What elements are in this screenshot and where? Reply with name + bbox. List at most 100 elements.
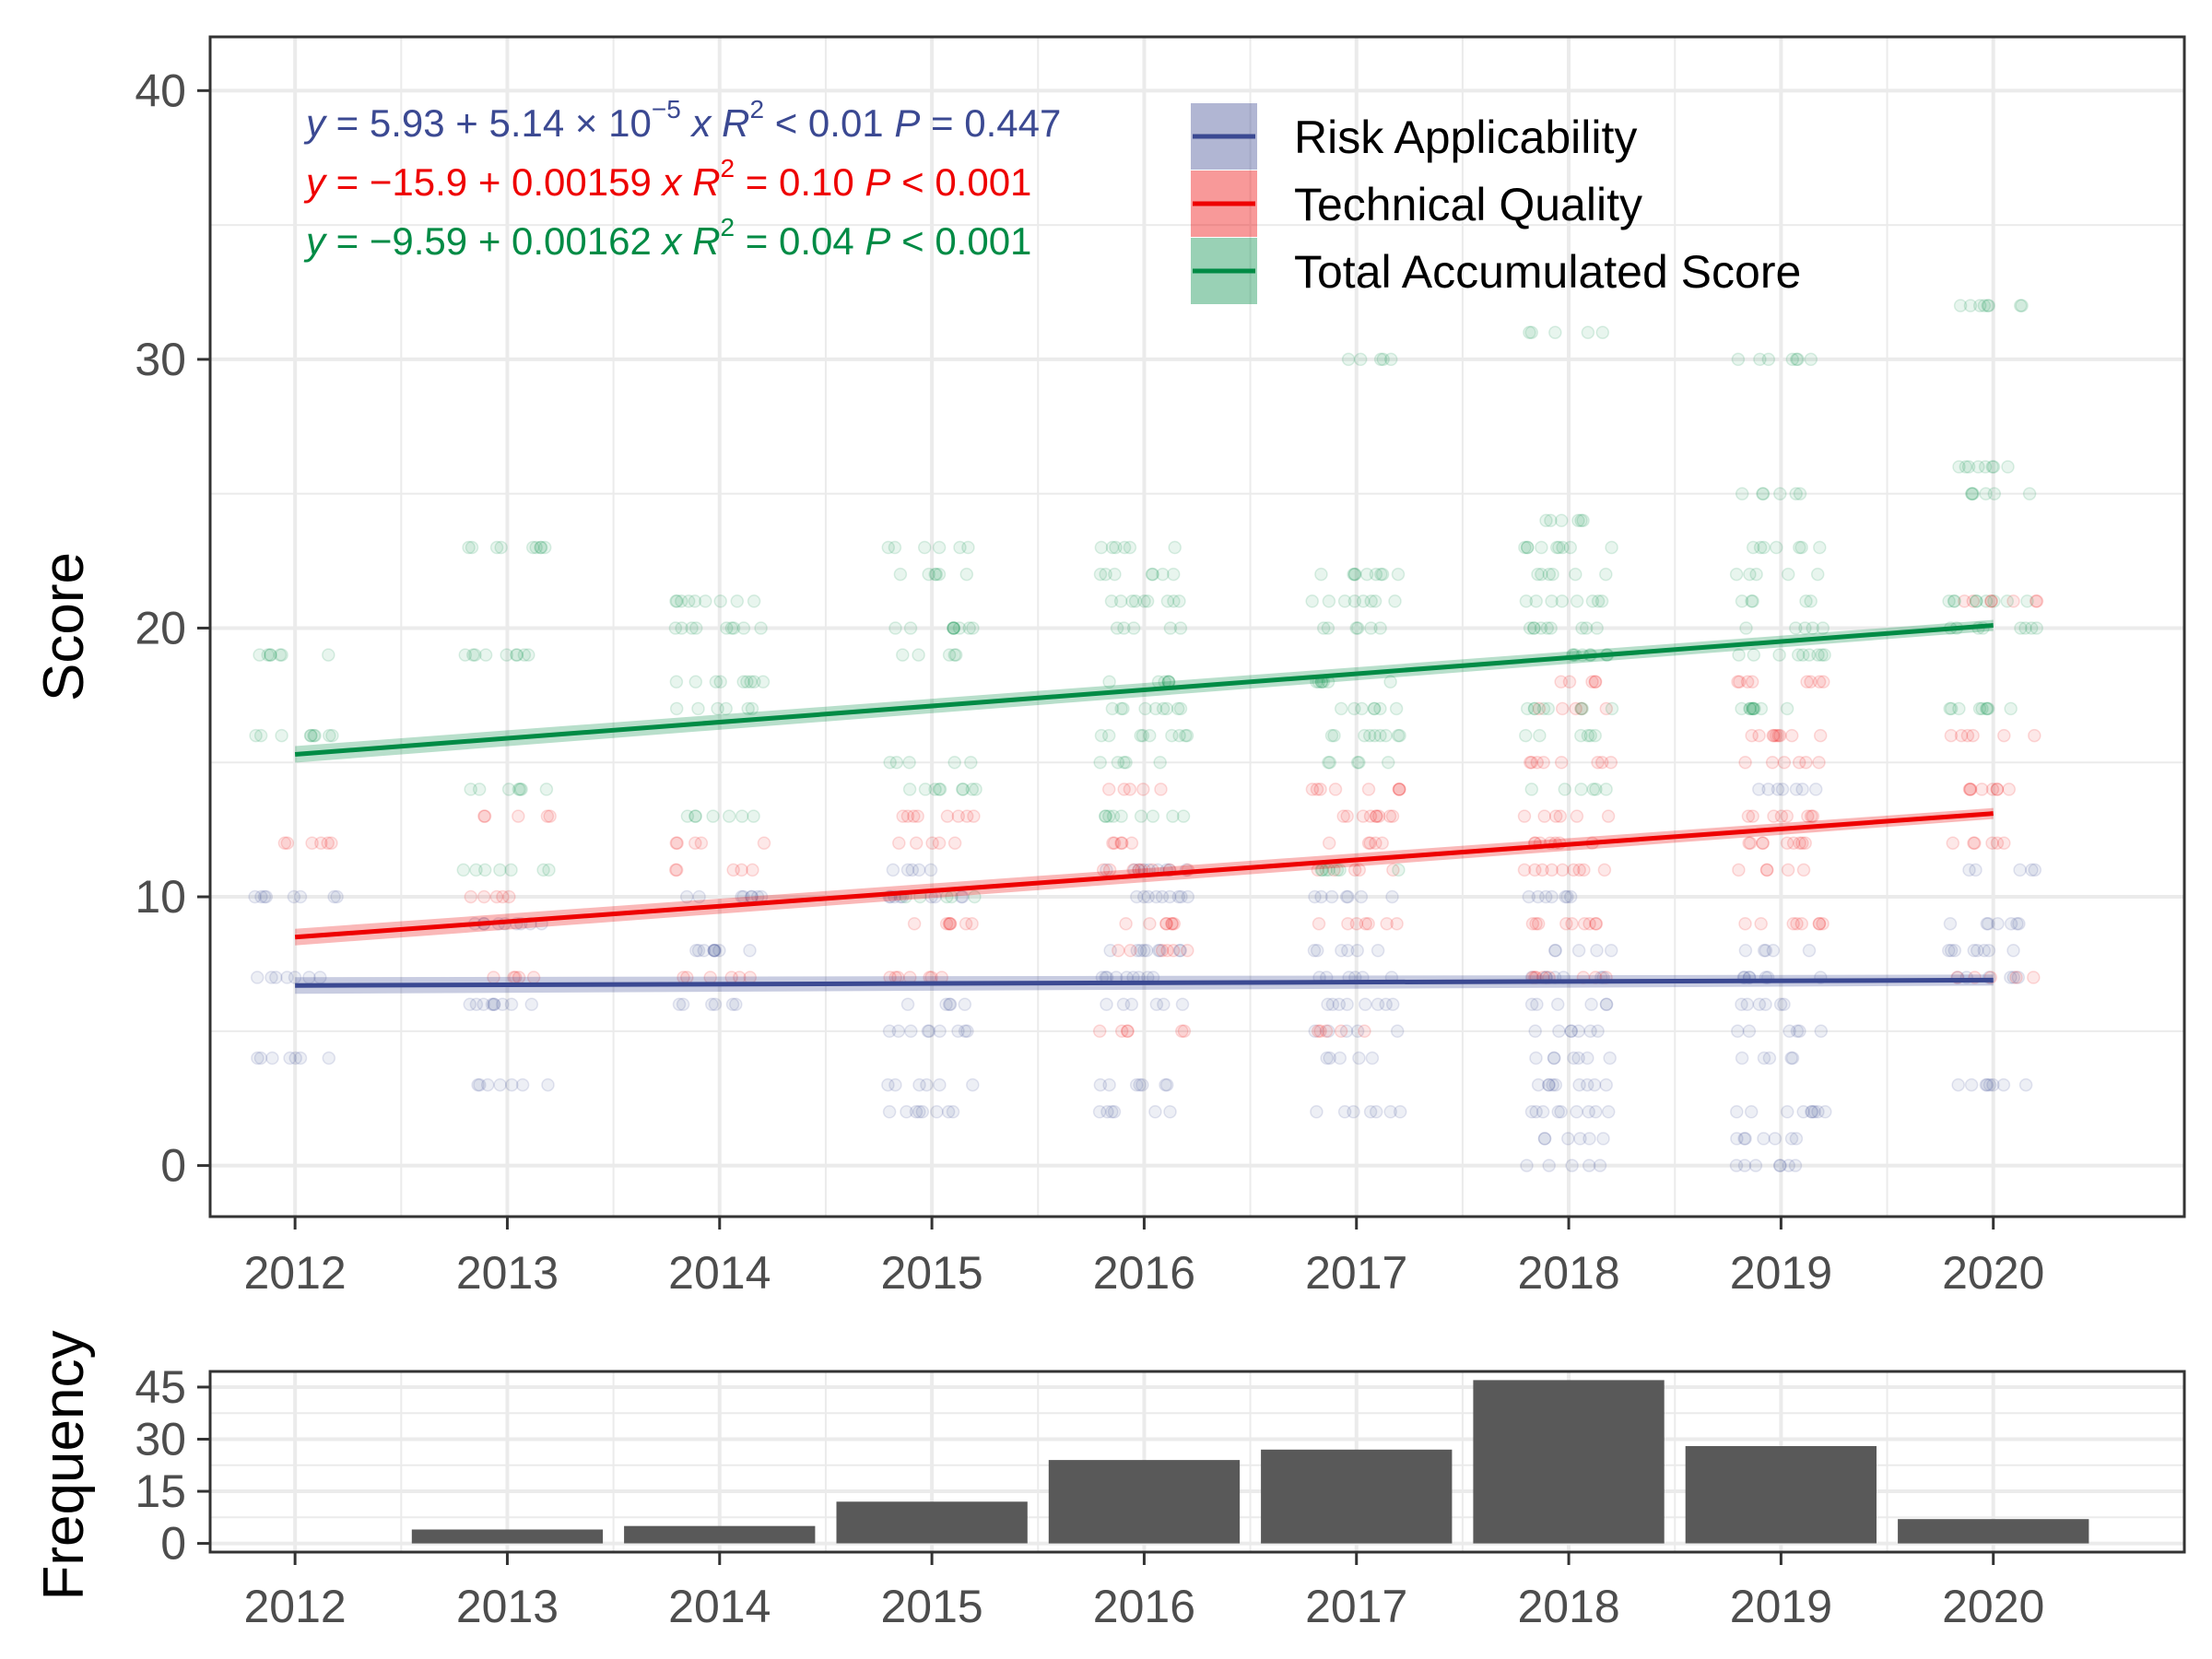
point-technical-quality bbox=[1954, 728, 1969, 743]
point-risk-applicability bbox=[1735, 1051, 1749, 1065]
point-total-accumulated-score bbox=[464, 782, 477, 796]
point-technical-quality bbox=[688, 836, 702, 850]
point-total-accumulated-score bbox=[962, 621, 976, 635]
point-technical-quality bbox=[2002, 782, 2017, 796]
point-risk-applicability bbox=[1524, 997, 1539, 1011]
point-total-accumulated-score bbox=[902, 782, 917, 796]
point-risk-applicability bbox=[922, 1024, 936, 1039]
point-risk-applicability bbox=[1520, 1159, 1534, 1172]
point-total-accumulated-score bbox=[1347, 701, 1361, 716]
point-technical-quality bbox=[1786, 836, 1801, 850]
point-total-accumulated-score bbox=[741, 701, 755, 716]
point-risk-applicability bbox=[1752, 997, 1767, 1011]
point-risk-applicability bbox=[1340, 997, 1354, 1011]
point-technical-quality bbox=[1181, 944, 1194, 958]
point-risk-applicability bbox=[1730, 1132, 1744, 1146]
point-risk-applicability bbox=[1383, 1105, 1397, 1119]
point-risk-applicability bbox=[1141, 889, 1156, 904]
point-risk-applicability bbox=[1157, 997, 1171, 1011]
point-risk-applicability bbox=[933, 1024, 947, 1039]
point-risk-applicability bbox=[1564, 1024, 1578, 1039]
point-risk-applicability bbox=[1981, 916, 1995, 931]
point-technical-quality bbox=[1107, 836, 1122, 850]
point-total-accumulated-score bbox=[1362, 728, 1377, 743]
point-total-accumulated-score bbox=[1379, 728, 1393, 743]
point-risk-applicability bbox=[1571, 1051, 1585, 1065]
point-technical-quality bbox=[1990, 836, 2005, 850]
point-total-accumulated-score bbox=[1802, 648, 1817, 662]
point-technical-quality bbox=[1577, 916, 1592, 931]
point-total-accumulated-score bbox=[1969, 594, 1983, 608]
point-total-accumulated-score bbox=[1605, 701, 1619, 716]
point-total-accumulated-score bbox=[1756, 487, 1770, 500]
point-total-accumulated-score bbox=[1545, 594, 1559, 608]
point-technical-quality bbox=[1984, 594, 1998, 608]
point-risk-applicability bbox=[1116, 997, 1131, 1011]
point-total-accumulated-score bbox=[1952, 460, 1966, 474]
point-risk-applicability bbox=[912, 863, 926, 877]
point-total-accumulated-score bbox=[1799, 594, 1813, 608]
frequency-bar-2016 bbox=[1048, 1460, 1241, 1544]
point-risk-applicability bbox=[1310, 1105, 1324, 1119]
point-total-accumulated-score bbox=[1519, 594, 1534, 608]
point-total-accumulated-score bbox=[1389, 701, 1404, 716]
point-total-accumulated-score bbox=[1159, 701, 1174, 716]
point-technical-quality bbox=[1361, 836, 1376, 850]
point-total-accumulated-score bbox=[1518, 540, 1532, 555]
point-technical-quality bbox=[540, 809, 555, 823]
point-total-accumulated-score bbox=[1106, 809, 1121, 823]
point-risk-applicability bbox=[1173, 944, 1187, 958]
point-risk-applicability bbox=[2004, 971, 2018, 984]
point-risk-applicability bbox=[1134, 944, 1147, 958]
point-total-accumulated-score bbox=[669, 675, 684, 689]
point-risk-applicability bbox=[1796, 1105, 1810, 1119]
point-risk-applicability bbox=[1135, 1077, 1149, 1092]
point-total-accumulated-score bbox=[1165, 728, 1179, 743]
point-total-accumulated-score bbox=[1167, 594, 1181, 608]
point-risk-applicability bbox=[1601, 1105, 1616, 1119]
point-total-accumulated-score bbox=[1579, 621, 1594, 635]
score-x-tick-label: 2013 bbox=[456, 1247, 559, 1299]
point-technical-quality bbox=[1517, 809, 1532, 823]
point-risk-applicability bbox=[1535, 1105, 1550, 1119]
point-total-accumulated-score bbox=[735, 809, 749, 823]
point-total-accumulated-score bbox=[1393, 728, 1406, 743]
point-risk-applicability bbox=[1982, 944, 1996, 958]
point-total-accumulated-score bbox=[756, 675, 771, 689]
point-total-accumulated-score bbox=[675, 594, 688, 608]
point-total-accumulated-score bbox=[275, 728, 288, 743]
point-total-accumulated-score bbox=[959, 567, 974, 582]
point-risk-applicability bbox=[882, 1105, 897, 1119]
point-technical-quality bbox=[1756, 836, 1771, 850]
point-technical-quality bbox=[1390, 916, 1404, 931]
point-technical-quality bbox=[1966, 594, 1981, 608]
point-total-accumulated-score bbox=[932, 567, 947, 582]
point-total-accumulated-score bbox=[1172, 728, 1186, 743]
point-technical-quality bbox=[1731, 675, 1745, 689]
point-risk-applicability bbox=[1552, 1024, 1566, 1039]
point-total-accumulated-score bbox=[1355, 701, 1369, 716]
point-risk-applicability bbox=[1093, 1077, 1108, 1092]
point-total-accumulated-score bbox=[462, 540, 476, 555]
point-total-accumulated-score bbox=[1117, 621, 1131, 635]
point-total-accumulated-score bbox=[1099, 567, 1112, 582]
point-total-accumulated-score bbox=[489, 540, 504, 555]
point-risk-applicability bbox=[966, 1077, 980, 1092]
point-risk-applicability bbox=[1365, 1051, 1380, 1065]
point-total-accumulated-score bbox=[917, 540, 932, 555]
point-risk-applicability bbox=[1805, 1105, 1819, 1119]
legend-item-total-accumulated-score: Total Accumulated Score bbox=[1191, 238, 1801, 304]
legend-item-technical-quality: Technical Quality bbox=[1191, 171, 1642, 237]
point-technical-quality bbox=[1545, 863, 1559, 877]
point-risk-applicability bbox=[1964, 1077, 1979, 1092]
point-risk-applicability bbox=[707, 944, 722, 958]
point-risk-applicability bbox=[933, 1077, 947, 1092]
point-total-accumulated-score bbox=[947, 621, 961, 635]
point-technical-quality bbox=[1732, 863, 1746, 877]
point-risk-applicability bbox=[1347, 1105, 1360, 1119]
point-technical-quality bbox=[1114, 836, 1128, 850]
point-technical-quality bbox=[1382, 809, 1397, 823]
point-technical-quality bbox=[1349, 916, 1364, 931]
point-technical-quality bbox=[1310, 782, 1324, 796]
